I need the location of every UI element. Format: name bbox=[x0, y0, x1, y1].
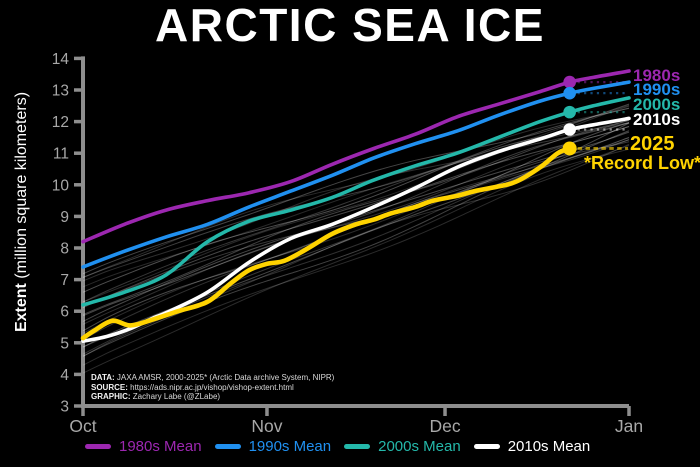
marker-dot-1990s bbox=[563, 86, 576, 100]
legend-swatch bbox=[344, 444, 371, 449]
marker-dot-2025 bbox=[562, 141, 577, 156]
y-tick-label: 6 bbox=[60, 304, 69, 321]
series-line-2025 bbox=[80, 146, 572, 341]
x-month-label: Dec bbox=[429, 416, 460, 436]
y-tick-label: 14 bbox=[52, 51, 70, 68]
record-low-annotation: *Record Low* bbox=[584, 153, 700, 173]
end-label-1980s: 1980s bbox=[633, 66, 681, 85]
legend-label: 1980s Mean bbox=[119, 438, 202, 455]
y-tick-label: 10 bbox=[52, 177, 70, 194]
y-tick-label: 7 bbox=[60, 272, 69, 289]
y-tick-label: 5 bbox=[60, 335, 69, 352]
page-title: ARCTIC SEA ICE bbox=[155, 0, 545, 51]
y-tick-label: 12 bbox=[52, 114, 69, 131]
credits-data-line: DATA: JAXA AMSR, 2000-2025* (Arctic Data… bbox=[91, 373, 334, 383]
credits-data-text: JAXA AMSR, 2000-2025* (Arctic Data archi… bbox=[114, 373, 335, 382]
year-line bbox=[82, 122, 630, 317]
legend-item-1990s: 1990s Mean bbox=[214, 438, 332, 455]
year-line bbox=[82, 120, 630, 316]
x-month-label: Nov bbox=[251, 416, 282, 436]
year-line bbox=[82, 148, 630, 374]
y-tick-label: 8 bbox=[60, 241, 69, 258]
legend-item-2010s: 2010s Mean bbox=[473, 438, 591, 455]
year-line bbox=[82, 107, 630, 278]
series-line-2000s bbox=[81, 96, 631, 307]
legend-label: 2010s Mean bbox=[507, 438, 591, 455]
year-line bbox=[82, 116, 630, 293]
end-label-1990s: 1990s bbox=[633, 80, 681, 99]
year-line bbox=[82, 122, 630, 308]
legend-swatch bbox=[473, 444, 500, 449]
credits-source-label: SOURCE: bbox=[91, 382, 128, 392]
legend-swatch bbox=[85, 444, 111, 449]
series-line-1990s bbox=[81, 80, 631, 269]
series-line-1980s bbox=[81, 69, 631, 244]
credits-data-label: DATA: bbox=[91, 373, 115, 382]
y-tick-label: 4 bbox=[60, 367, 69, 384]
y-tick-label: 13 bbox=[52, 83, 69, 100]
end-label-2010s: 2010s bbox=[633, 110, 681, 129]
marker-dot-2000s bbox=[563, 105, 576, 119]
credits-graphic-text: Zachary Labe (@ZLabe) bbox=[130, 392, 221, 402]
end-label-2025: 2025 bbox=[630, 133, 675, 155]
year-line bbox=[82, 104, 630, 288]
credits-graphic-label: GRAPHIC: bbox=[91, 392, 131, 402]
y-tick-label: 9 bbox=[60, 209, 69, 226]
year-line bbox=[82, 107, 630, 278]
credits-source-text: https://ads.nipr.ac.jp/vishop/vishop-ext… bbox=[127, 382, 294, 392]
year-line bbox=[82, 126, 630, 325]
series-line-2010s bbox=[81, 116, 631, 343]
year-line bbox=[82, 137, 630, 355]
credits-source-line: SOURCE: https://ads.nipr.ac.jp/vishop/vi… bbox=[91, 383, 334, 393]
legend-item-1980s: 1980s Mean bbox=[85, 438, 202, 455]
year-line bbox=[82, 103, 630, 275]
credits-graphic-line: GRAPHIC: Zachary Labe (@ZLabe) bbox=[91, 392, 334, 402]
marker-dot-2010s bbox=[563, 123, 576, 136]
y-tick-label: 11 bbox=[53, 146, 69, 163]
legend: 1980s Mean 1990s Mean 2000s Mean 2010s Mean bbox=[85, 438, 603, 455]
y-tick-label: 3 bbox=[60, 399, 69, 416]
year-line bbox=[82, 145, 630, 366]
year-line bbox=[82, 119, 630, 303]
legend-swatch bbox=[214, 444, 241, 449]
x-month-label: Oct bbox=[69, 416, 96, 436]
legend-item-2000s: 2000s Mean bbox=[344, 438, 461, 455]
marker-dot-1980s bbox=[563, 75, 576, 89]
legend-label: 1990s Mean bbox=[248, 438, 332, 455]
x-month-label: Jan bbox=[615, 416, 643, 436]
end-label-2000s: 2000s bbox=[633, 95, 681, 114]
legend-label: 2000s Mean bbox=[378, 438, 461, 455]
credits: DATA: JAXA AMSR, 2000-2025* (Arctic Data… bbox=[91, 373, 334, 402]
